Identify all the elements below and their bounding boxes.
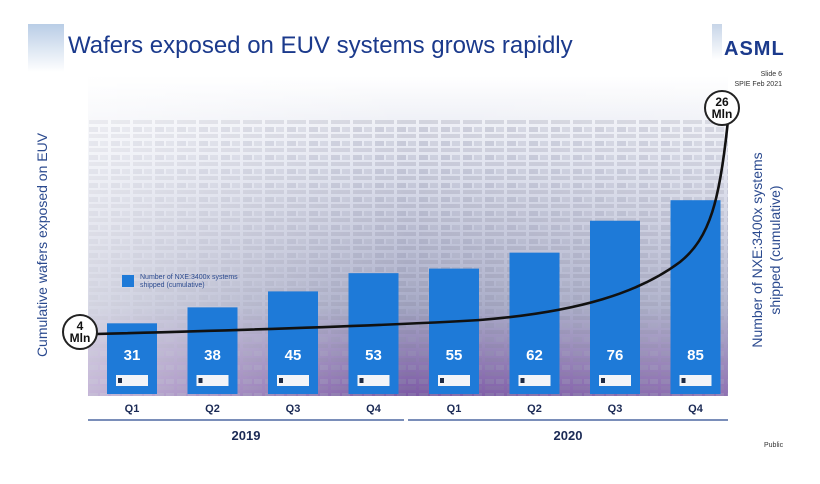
legend-label: Number of NXE:3400x systems shipped (cum… [140,274,238,289]
y-axis-right-text: Number of NXE:3400x systems shipped (cumu… [749,152,783,348]
wafer-growth-curve [95,119,730,336]
bar-8-value-label: 85 [687,347,704,364]
bar-5-tool-strip [438,375,470,386]
bar-6-tool-mark [520,378,525,383]
bar-4-tool-strip [357,375,390,386]
bar-5-tool-mark [440,378,444,383]
bar-6-value-label: 62 [526,347,543,364]
classification-label: Public [764,442,784,449]
bar-3-value-label: 45 [285,347,302,364]
bar-8-tool-mark [681,378,686,383]
group-label-2019: 2019 [232,428,261,443]
logo-accent-bar [712,24,722,60]
bars-layer: 31 38 45 53 55 62 76 85 [107,200,721,394]
y-axis-left-text: Cumulative wafers exposed on EUV [34,132,50,358]
bar-2-value-label: 38 [204,347,221,364]
callout-start-value: 4 [76,319,84,333]
category-label-6: Q2 [527,403,542,415]
bar-5-value-label: 55 [446,347,463,364]
bar-7-tool-mark [601,378,605,383]
category-label-5: Q1 [447,403,462,415]
bar-6 [509,252,560,394]
company-logo: ASML [724,38,785,60]
bar-4-tool-mark [359,378,364,383]
chart-legend: Number of NXE:3400x systems shipped (cum… [122,274,260,290]
slide-number: Slide 6 [760,71,782,78]
bar-8 [670,200,721,394]
bar-6-tool-strip [518,375,551,386]
legend-swatch [122,275,134,287]
bar-1-tool-strip [116,375,148,386]
bar-8-tool-strip [679,375,712,386]
bar-3-tool-strip [277,375,309,386]
bar-1-tool-mark [118,378,122,383]
bar-5 [429,268,479,394]
slide-meta: Slide 6 SPIE Feb 2021 [735,70,782,90]
title-accent-bar [28,24,64,72]
category-label-8: Q4 [688,403,704,415]
category-label-3: Q3 [286,403,301,415]
bar-7-tool-strip [599,375,631,386]
category-label-2: Q2 [205,403,220,415]
bar-2-tool-mark [198,378,203,383]
bar-4-value-label: 53 [365,347,382,364]
callout-end: 26 Mln [704,90,740,126]
axis-layer: Q1 Q2 Q3 Q4 Q1 Q2 Q3 Q4 2019 2020 [88,403,728,443]
category-label-7: Q3 [608,403,623,415]
callout-start: 4 Mln [62,314,98,350]
slide-title: Wafers exposed on EUV systems grows rapi… [68,32,573,59]
group-label-2020: 2020 [554,428,583,443]
bar-2-tool-strip [196,375,229,386]
callout-end-value: 26 [715,95,729,109]
category-label-1: Q1 [125,403,140,415]
callout-start-unit: Mln [69,331,91,345]
bar-4 [348,273,399,394]
callout-end-unit: Mln [711,107,733,121]
bar-3-tool-mark [279,378,283,383]
category-label-4: Q4 [366,403,382,415]
bar-7 [590,220,640,394]
bar-7-value-label: 76 [607,347,624,364]
slide-event: SPIE Feb 2021 [734,81,782,88]
bar-1-value-label: 31 [124,347,141,364]
